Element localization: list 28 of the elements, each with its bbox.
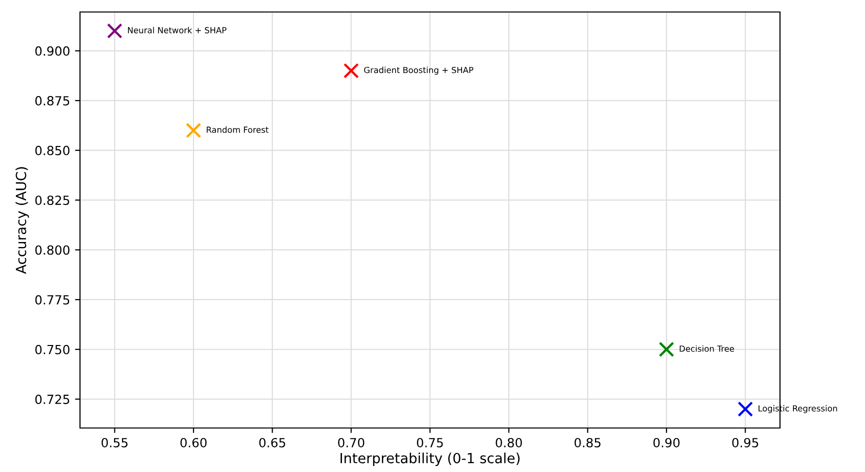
point	[186, 122, 202, 138]
y-axis-title: Accuracy (AUC)	[16, 167, 29, 274]
y-tick-label: 0.750	[35, 344, 70, 354]
series-label: Neural Network + SHAP	[128, 26, 226, 34]
point	[343, 63, 359, 78]
x-tick-label: 0.75	[416, 438, 443, 448]
y-tick-label: 0.725	[35, 394, 70, 404]
y-tick-label: 0.775	[35, 295, 70, 305]
x-tick-label: 0.80	[496, 438, 522, 448]
y-tick-label: 0.875	[35, 96, 70, 106]
x-tick-label: 0.60	[180, 438, 207, 448]
x-tick-label: 0.90	[653, 438, 680, 448]
y-tick-label: 0.825	[35, 196, 70, 206]
x-axis-title: Interpretability (0-1 scale)	[340, 452, 520, 466]
series-label: Decision Tree	[680, 345, 734, 352]
x-tick-label: 0.85	[574, 438, 600, 448]
y-tick-label: 0.800	[35, 245, 70, 255]
y-tick-label: 0.850	[35, 146, 70, 156]
series-label: Gradient Boosting + SHAP	[364, 66, 474, 75]
x-tick-label: 0.95	[732, 438, 758, 448]
point	[106, 23, 122, 39]
point	[738, 401, 754, 417]
point	[658, 342, 674, 358]
series-label: Random Forest	[206, 126, 269, 133]
x-tick-label: 0.70	[338, 438, 364, 448]
x-tick-label: 0.55	[102, 438, 128, 448]
y-tick-label: 0.900	[35, 46, 70, 56]
x-tick-label: 0.65	[259, 438, 286, 448]
